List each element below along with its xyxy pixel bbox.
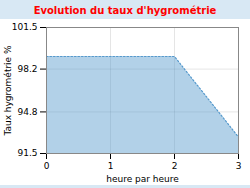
svg-text:2: 2: [172, 161, 178, 171]
svg-text:91.5: 91.5: [17, 148, 37, 158]
html-text:Evolution du taux d'hygrométri: Evolution du taux d'hygrométrie: [33, 5, 217, 16]
svg-text:94.8: 94.8: [17, 107, 37, 117]
svg-text:98.2: 98.2: [17, 64, 37, 74]
svg-text:1: 1: [108, 161, 114, 171]
svg-text:3: 3: [236, 161, 242, 171]
svg-text:Taux hygrométrie %: Taux hygrométrie %: [3, 45, 13, 137]
svg-text:101.5: 101.5: [12, 22, 38, 32]
svg-text:heure par heure: heure par heure: [106, 174, 179, 184]
svg-text:0: 0: [44, 161, 50, 171]
